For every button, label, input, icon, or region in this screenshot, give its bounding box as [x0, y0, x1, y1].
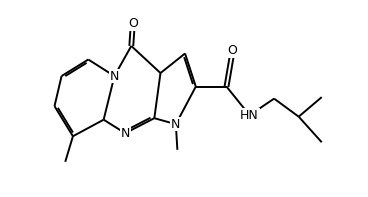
Text: O: O: [228, 44, 238, 57]
Text: N: N: [110, 70, 119, 83]
Text: N: N: [171, 118, 181, 131]
Text: HN: HN: [240, 109, 259, 122]
Text: N: N: [120, 127, 130, 140]
Text: O: O: [128, 17, 138, 30]
